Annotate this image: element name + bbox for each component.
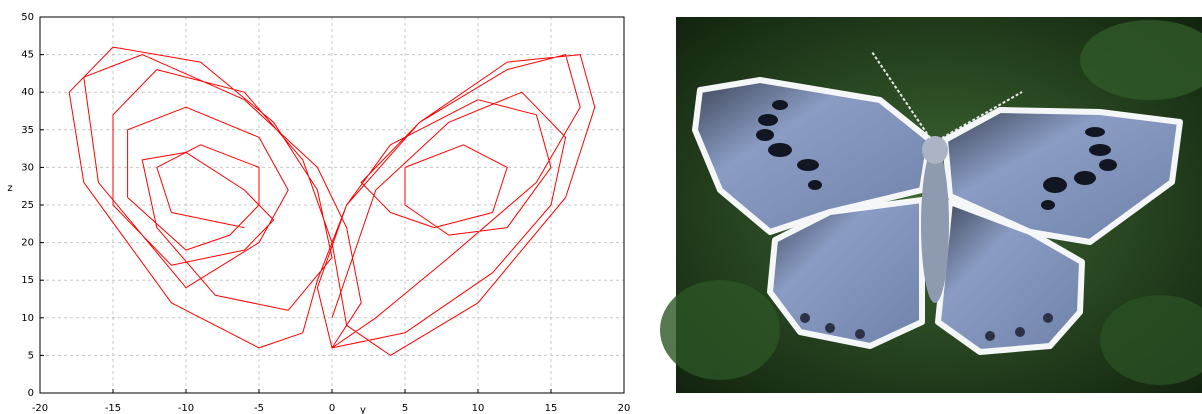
x-axis-label: y [360,405,366,414]
trajectory-line [69,47,595,355]
x-tick-label: 0 [329,403,335,414]
butterfly-body [921,147,949,303]
plot: y z -20 -15 -10 -5 0 5 10 15 20 0 5 10 15 20 25 30 35 40 4… [7,12,630,414]
y-tick-label: 20 [21,238,34,249]
y-tick-label: 40 [21,87,34,98]
y-tick-label: 45 [21,50,34,61]
x-tick-label: 10 [472,403,485,414]
y-tick-label: 50 [21,12,34,23]
x-tick-label: -20 [32,403,48,414]
x-tick-label: -15 [105,403,121,414]
y-tick-label: 35 [21,125,34,136]
x-tick-label: 5 [402,403,408,414]
y-axis-label: z [7,183,12,194]
x-tick-label: -10 [178,403,194,414]
y-tick-label: 5 [28,350,34,361]
leaf [660,280,780,380]
figure: y z -20 -15 -10 -5 0 5 10 15 20 0 5 10 15 20 25 30 35 40 4… [0,0,1202,414]
page: {"chart_data": { "type": "line", "x_labe… [0,0,1202,414]
x-tick-label: 15 [545,403,558,414]
y-tick-label: 30 [21,162,34,173]
butterfly-head [922,136,948,164]
y-tick-label: 0 [28,388,34,399]
y-tick-label: 10 [21,313,34,324]
x-tick-label: -5 [254,403,264,414]
butterfly-photo [660,17,1202,393]
y-tick-label: 25 [21,200,34,211]
y-tick-label: 15 [21,275,34,286]
x-tick-label: 20 [618,403,631,414]
